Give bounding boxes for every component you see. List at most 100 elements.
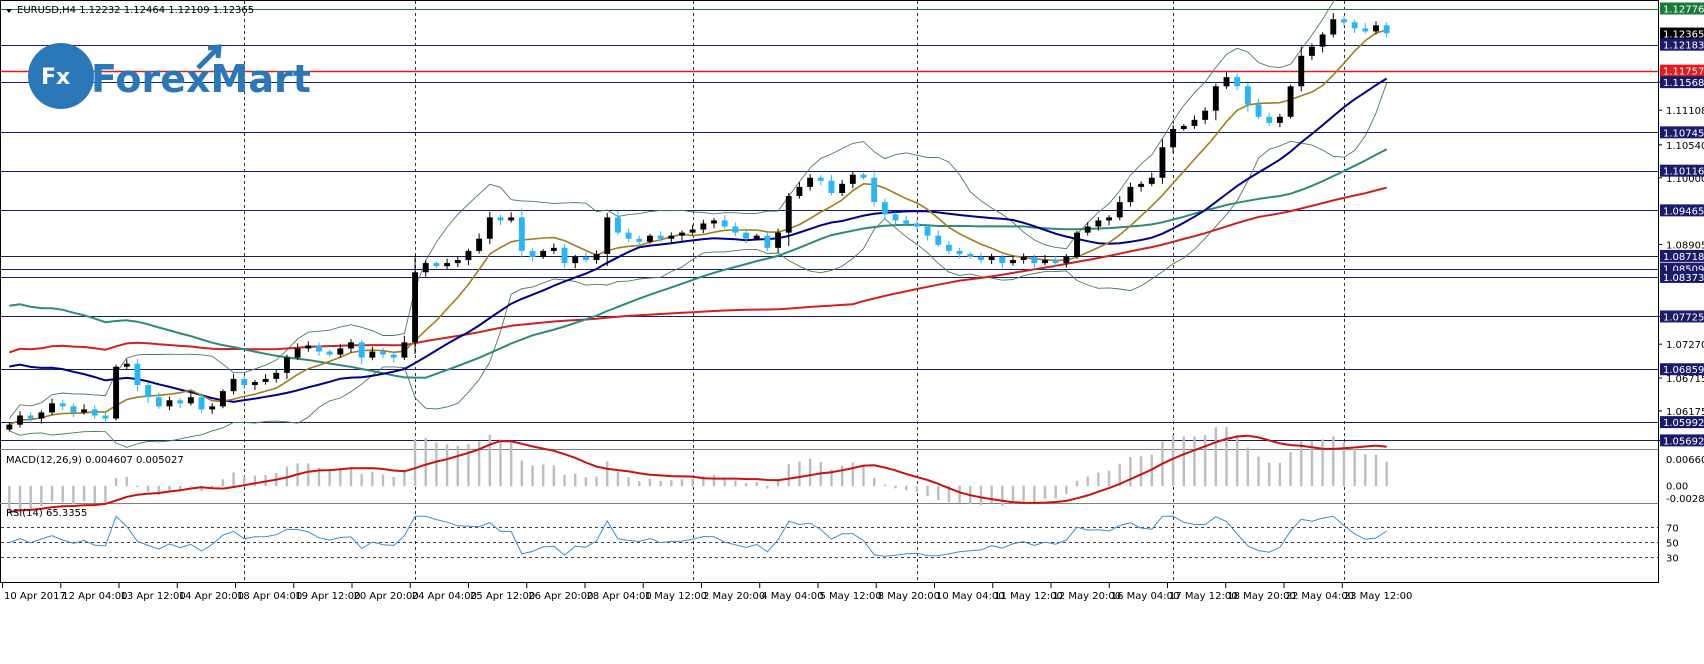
time-tick-label: 13 Apr 12:00 (121, 591, 186, 602)
logo-mark: Fx (41, 65, 70, 90)
macd-bar (616, 471, 620, 487)
candle-body (700, 223, 707, 230)
rsi-line (9, 515, 1387, 557)
candle-body (903, 220, 910, 224)
candle-body (582, 257, 589, 261)
time-tick-label: 25 Apr 12:00 (470, 591, 535, 602)
candle-body (1266, 116, 1273, 123)
macd-bar (1278, 462, 1282, 487)
candle-body (241, 378, 248, 386)
macd-bar (606, 461, 609, 487)
macd-bar (339, 469, 342, 487)
candle-body (1074, 232, 1080, 258)
candle-body (81, 409, 88, 413)
macd-bar (691, 478, 694, 487)
macd-bar (1022, 485, 1025, 501)
macd-panel: 0.006602 0.00-0.002888 (8, 426, 1704, 514)
macd-bar (926, 485, 929, 497)
price-badge-label: 1.06859 (1663, 365, 1704, 376)
candle-body (1351, 22, 1358, 29)
macd-bar (82, 485, 86, 502)
macd-bar (381, 474, 385, 487)
price-tick-label: 1.06175 (1666, 407, 1704, 418)
candle-body (358, 342, 365, 358)
macd-bar (93, 485, 96, 503)
time-tick-label: 5 May 12:00 (820, 591, 882, 602)
macd-bar (638, 481, 641, 487)
macd-bar (499, 439, 502, 487)
macd-bar (211, 485, 214, 489)
macd-bar (851, 462, 855, 487)
macd-bar (178, 485, 182, 491)
candle-body (743, 232, 749, 239)
time-tick-label: 8 May 20:00 (878, 591, 940, 602)
candle-body (145, 385, 152, 398)
candle-body (433, 263, 440, 267)
candle-body (764, 235, 771, 248)
candle-body (102, 415, 109, 419)
candle-body (1063, 257, 1070, 264)
candle-body (1202, 110, 1209, 120)
candle-body (625, 232, 632, 239)
candle-body (881, 202, 888, 215)
candle-body (123, 363, 130, 367)
price-badge-label: 1.05992 (1663, 418, 1704, 429)
price-badge-label: 1.10745 (1663, 128, 1704, 139)
macd-bar (1214, 427, 1218, 487)
price-badge-label: 1.05692 (1663, 436, 1704, 447)
macd-bar (157, 485, 161, 495)
symbol-line: EURUSD,H4 1.12232 1.12464 1.12109 1.1236… (17, 5, 254, 16)
macd-bar (1225, 426, 1228, 487)
price-badge (1660, 27, 1704, 40)
candle-body (689, 229, 696, 233)
macd-bar (200, 485, 203, 492)
dropdown-icon[interactable] (6, 9, 12, 13)
candle-body (273, 372, 280, 379)
rsi-label: RSI(14) 65.3355 (6, 508, 87, 519)
candle-body (1148, 177, 1155, 184)
macd-bar (40, 485, 43, 506)
candle-body (1234, 77, 1241, 87)
macd-bar (905, 485, 908, 491)
candle-body (518, 217, 525, 251)
candle-body (401, 342, 408, 358)
macd-bar (798, 461, 801, 487)
candle-body (1170, 128, 1177, 148)
candle-body (497, 217, 504, 221)
macd-bar (1385, 461, 1388, 487)
macd-tick-label: -0.002888 (1666, 494, 1704, 505)
candle-body (316, 345, 322, 352)
time-tick-label: 28 Apr 04:00 (587, 591, 652, 602)
macd-bar (50, 485, 54, 502)
candle-body (251, 381, 258, 386)
candle-body (1373, 25, 1379, 32)
macd-bar (1075, 480, 1079, 487)
candle-body (561, 247, 568, 264)
candle-body (1031, 257, 1038, 264)
macd-bar (766, 485, 769, 489)
macd-bar (1107, 470, 1111, 487)
macd-bar (744, 482, 748, 487)
macd-bar (221, 479, 225, 487)
price-tick-label: 1.11108 (1666, 106, 1704, 117)
candle-body (326, 351, 333, 355)
macd-bar (488, 434, 491, 487)
candle-body (1341, 19, 1347, 23)
time-tick-label: 4 May 04:00 (761, 591, 823, 602)
macd-bar (1321, 439, 1324, 487)
macd-bar (317, 467, 321, 487)
price-badge-label: 1.10116 (1663, 167, 1704, 178)
candle-body (1084, 226, 1091, 233)
macd-bar (755, 481, 758, 487)
macd-bar (627, 477, 630, 487)
macd-bar (574, 473, 577, 487)
candle-body (1116, 202, 1123, 218)
macd-signal-line (9, 434, 1387, 514)
moving-averages (8, 29, 1388, 426)
macd-tick-label: 0.00 (1666, 482, 1688, 493)
candle-body (369, 351, 376, 358)
macd-bar (349, 466, 353, 487)
macd-bar (1182, 436, 1185, 487)
